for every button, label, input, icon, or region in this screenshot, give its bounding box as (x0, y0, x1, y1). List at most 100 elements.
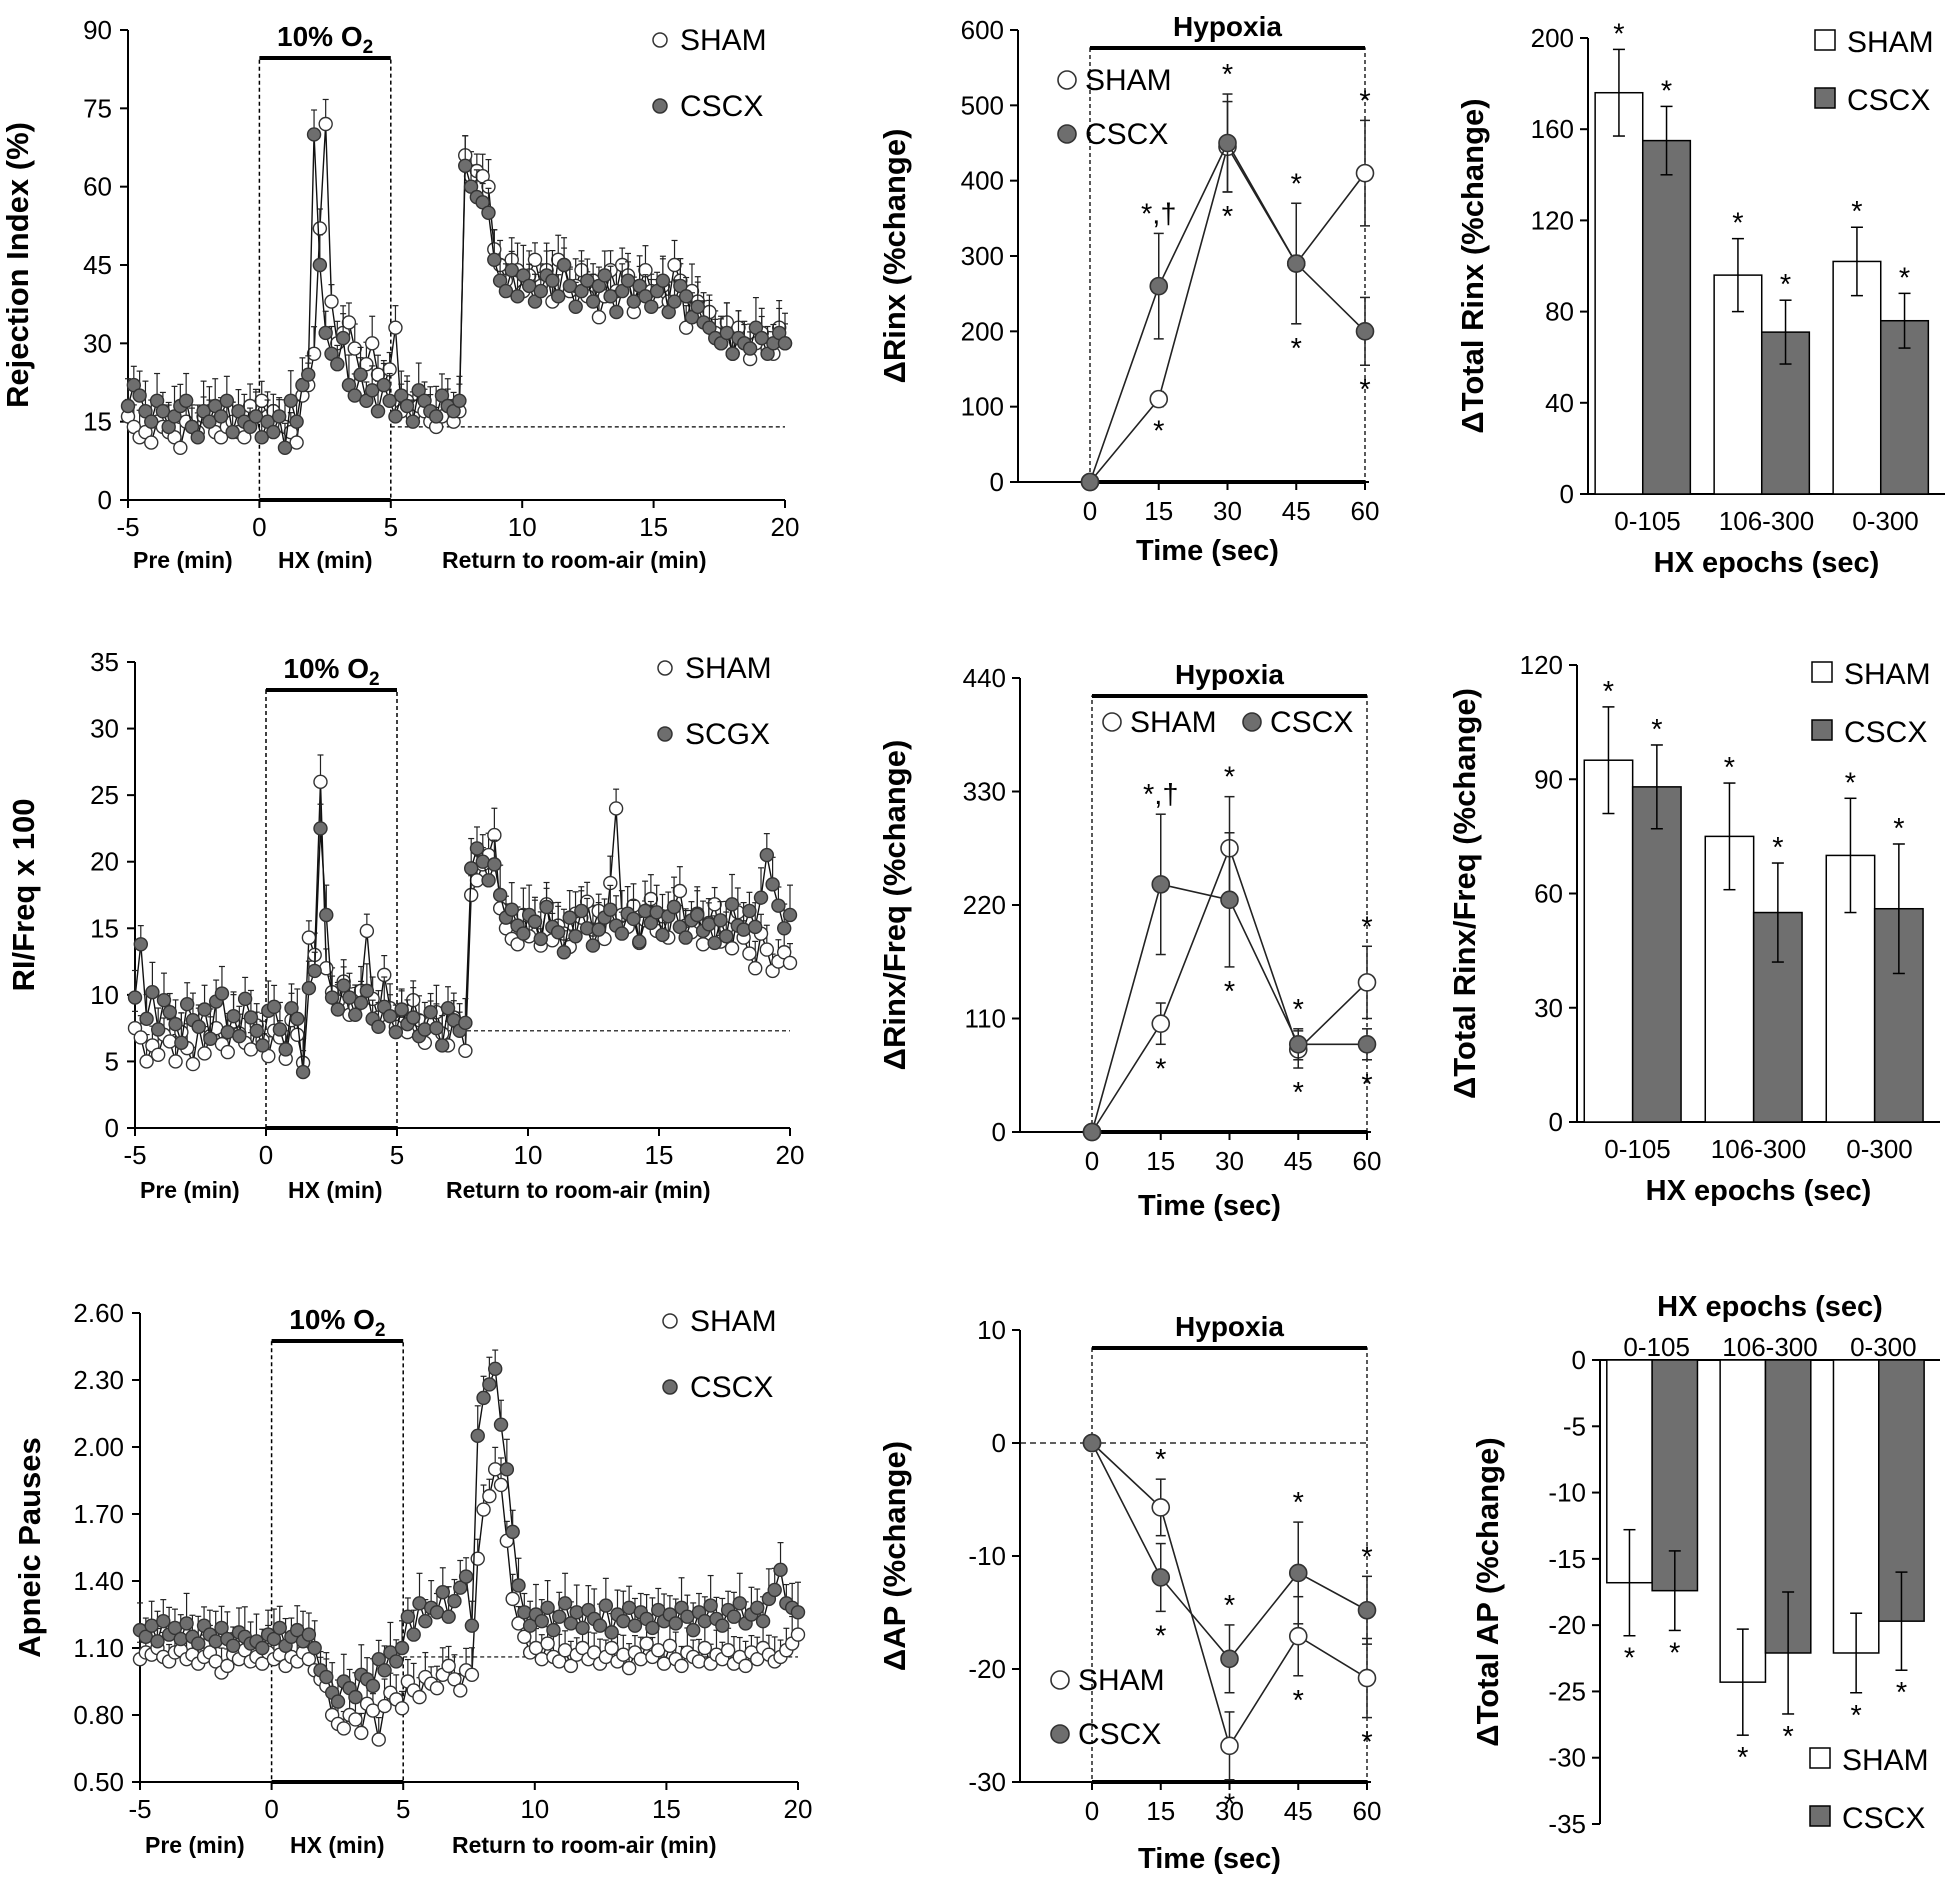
data-point (482, 1488, 497, 1504)
data-point (290, 1011, 305, 1027)
y-tick-label: -30 (968, 1767, 1006, 1797)
data-point (277, 440, 293, 455)
data-point (1220, 1736, 1239, 1756)
y-tick-label: 30 (90, 714, 119, 744)
x-tick-label: 5 (390, 1140, 404, 1170)
x-axis-label: HX epochs (sec) (1657, 1291, 1883, 1323)
data-point (580, 273, 595, 288)
data-point (174, 1035, 189, 1050)
data-point (440, 1000, 456, 1016)
data-point (685, 1622, 701, 1638)
y-tick-label: 440 (963, 663, 1006, 693)
y-tick-label: 100 (961, 392, 1004, 422)
x-tick-label: 60 (1351, 496, 1380, 526)
data-point (371, 1019, 386, 1035)
data-point (534, 1651, 549, 1667)
significance-marker: * (1361, 1727, 1372, 1759)
data-point (418, 1613, 433, 1629)
legend-label: SHAM (1847, 26, 1934, 59)
data-point (691, 1654, 707, 1669)
category-label: 106-300 (1719, 506, 1814, 536)
data-point (476, 1502, 491, 1517)
y-tick-label: 0 (98, 485, 112, 515)
data-point (591, 922, 606, 937)
y-axis-label: ΔAP (%change) (877, 1441, 912, 1671)
data-point (447, 1593, 462, 1609)
data-point (527, 252, 543, 267)
x-tick-label: 45 (1282, 496, 1311, 526)
y-tick-label: 120 (1531, 205, 1574, 235)
data-point (1082, 1122, 1102, 1142)
data-point (348, 1007, 363, 1023)
panel-C2: 0 30 60 90 120 * * 0-105 * * 106-300 * * 0-300 HX epoc… (1447, 650, 1940, 1207)
data-point (435, 1584, 450, 1600)
y-axis-label: RI/Freq x 100 (6, 799, 41, 992)
data-point (492, 887, 508, 903)
data-point (272, 1620, 287, 1636)
data-point (667, 257, 682, 273)
data-point (283, 393, 298, 408)
y-tick-label: 40 (1545, 388, 1574, 418)
data-point (626, 911, 641, 927)
data-point (603, 902, 618, 917)
data-point (754, 330, 769, 346)
panel-title: 10% O2 (277, 21, 373, 58)
data-point (742, 903, 757, 919)
x-tick-label: 15 (639, 512, 668, 542)
data-point (738, 1658, 753, 1674)
legend-label: SHAM (685, 652, 772, 685)
data-point (632, 934, 647, 949)
data-point (162, 1004, 177, 1020)
data-point (616, 1647, 631, 1662)
y-tick-label: 200 (1531, 23, 1574, 53)
y-tick-label: 25 (90, 780, 119, 810)
data-point (562, 278, 578, 294)
data-point (318, 325, 333, 341)
data-point (574, 903, 589, 919)
data-point (191, 1636, 206, 1651)
data-point (568, 299, 583, 314)
y-tick-label: 1.40 (73, 1566, 124, 1596)
significance-marker: * (1661, 75, 1672, 107)
y-tick-label: 60 (83, 172, 112, 202)
data-point (517, 1629, 532, 1645)
data-point (620, 273, 636, 288)
data-point (546, 1622, 561, 1638)
data-point (406, 1010, 421, 1025)
bar-sham (1594, 91, 1644, 495)
data-point (441, 1609, 456, 1624)
data-point (678, 289, 694, 304)
data-point (347, 388, 362, 403)
panel-A3: 0.50 0.80 1.10 1.40 1.70 2.00 2.30 2.60 -5 0 5 10 15… (12, 1298, 812, 1858)
data-point (342, 990, 357, 1005)
data-point (782, 907, 798, 923)
data-point (319, 1669, 334, 1685)
title-main: 10% O (289, 1304, 375, 1335)
y-axis-label: ΔRinx/Freq (%change) (877, 740, 912, 1071)
significance-marker: * (1724, 752, 1735, 784)
data-point (399, 398, 415, 414)
data-point (458, 158, 473, 173)
significance-marker: * (1293, 1077, 1304, 1109)
legend-marker (1050, 1670, 1070, 1690)
x-tick-label: 0 (252, 512, 266, 542)
y-tick-label: 2.30 (73, 1365, 124, 1395)
significance-marker: * (1153, 416, 1164, 448)
data-point (370, 404, 386, 419)
data-point (249, 1023, 264, 1039)
legend-swatch (1814, 87, 1836, 109)
x-tick-label: 10 (514, 1140, 543, 1170)
data-point (441, 1658, 456, 1674)
data-point (301, 1651, 317, 1667)
significance-marker: * (1291, 168, 1302, 200)
data-point (551, 289, 566, 304)
data-point (521, 278, 537, 294)
data-point (255, 1038, 270, 1053)
bar-cscx (1879, 319, 1930, 495)
y-axis-label: Apneic Pauses (12, 1437, 47, 1658)
data-point (447, 1672, 462, 1687)
data-point (213, 409, 229, 424)
y-tick-label: 20 (90, 847, 119, 877)
data-point (290, 1027, 305, 1043)
data-point (255, 1640, 270, 1656)
